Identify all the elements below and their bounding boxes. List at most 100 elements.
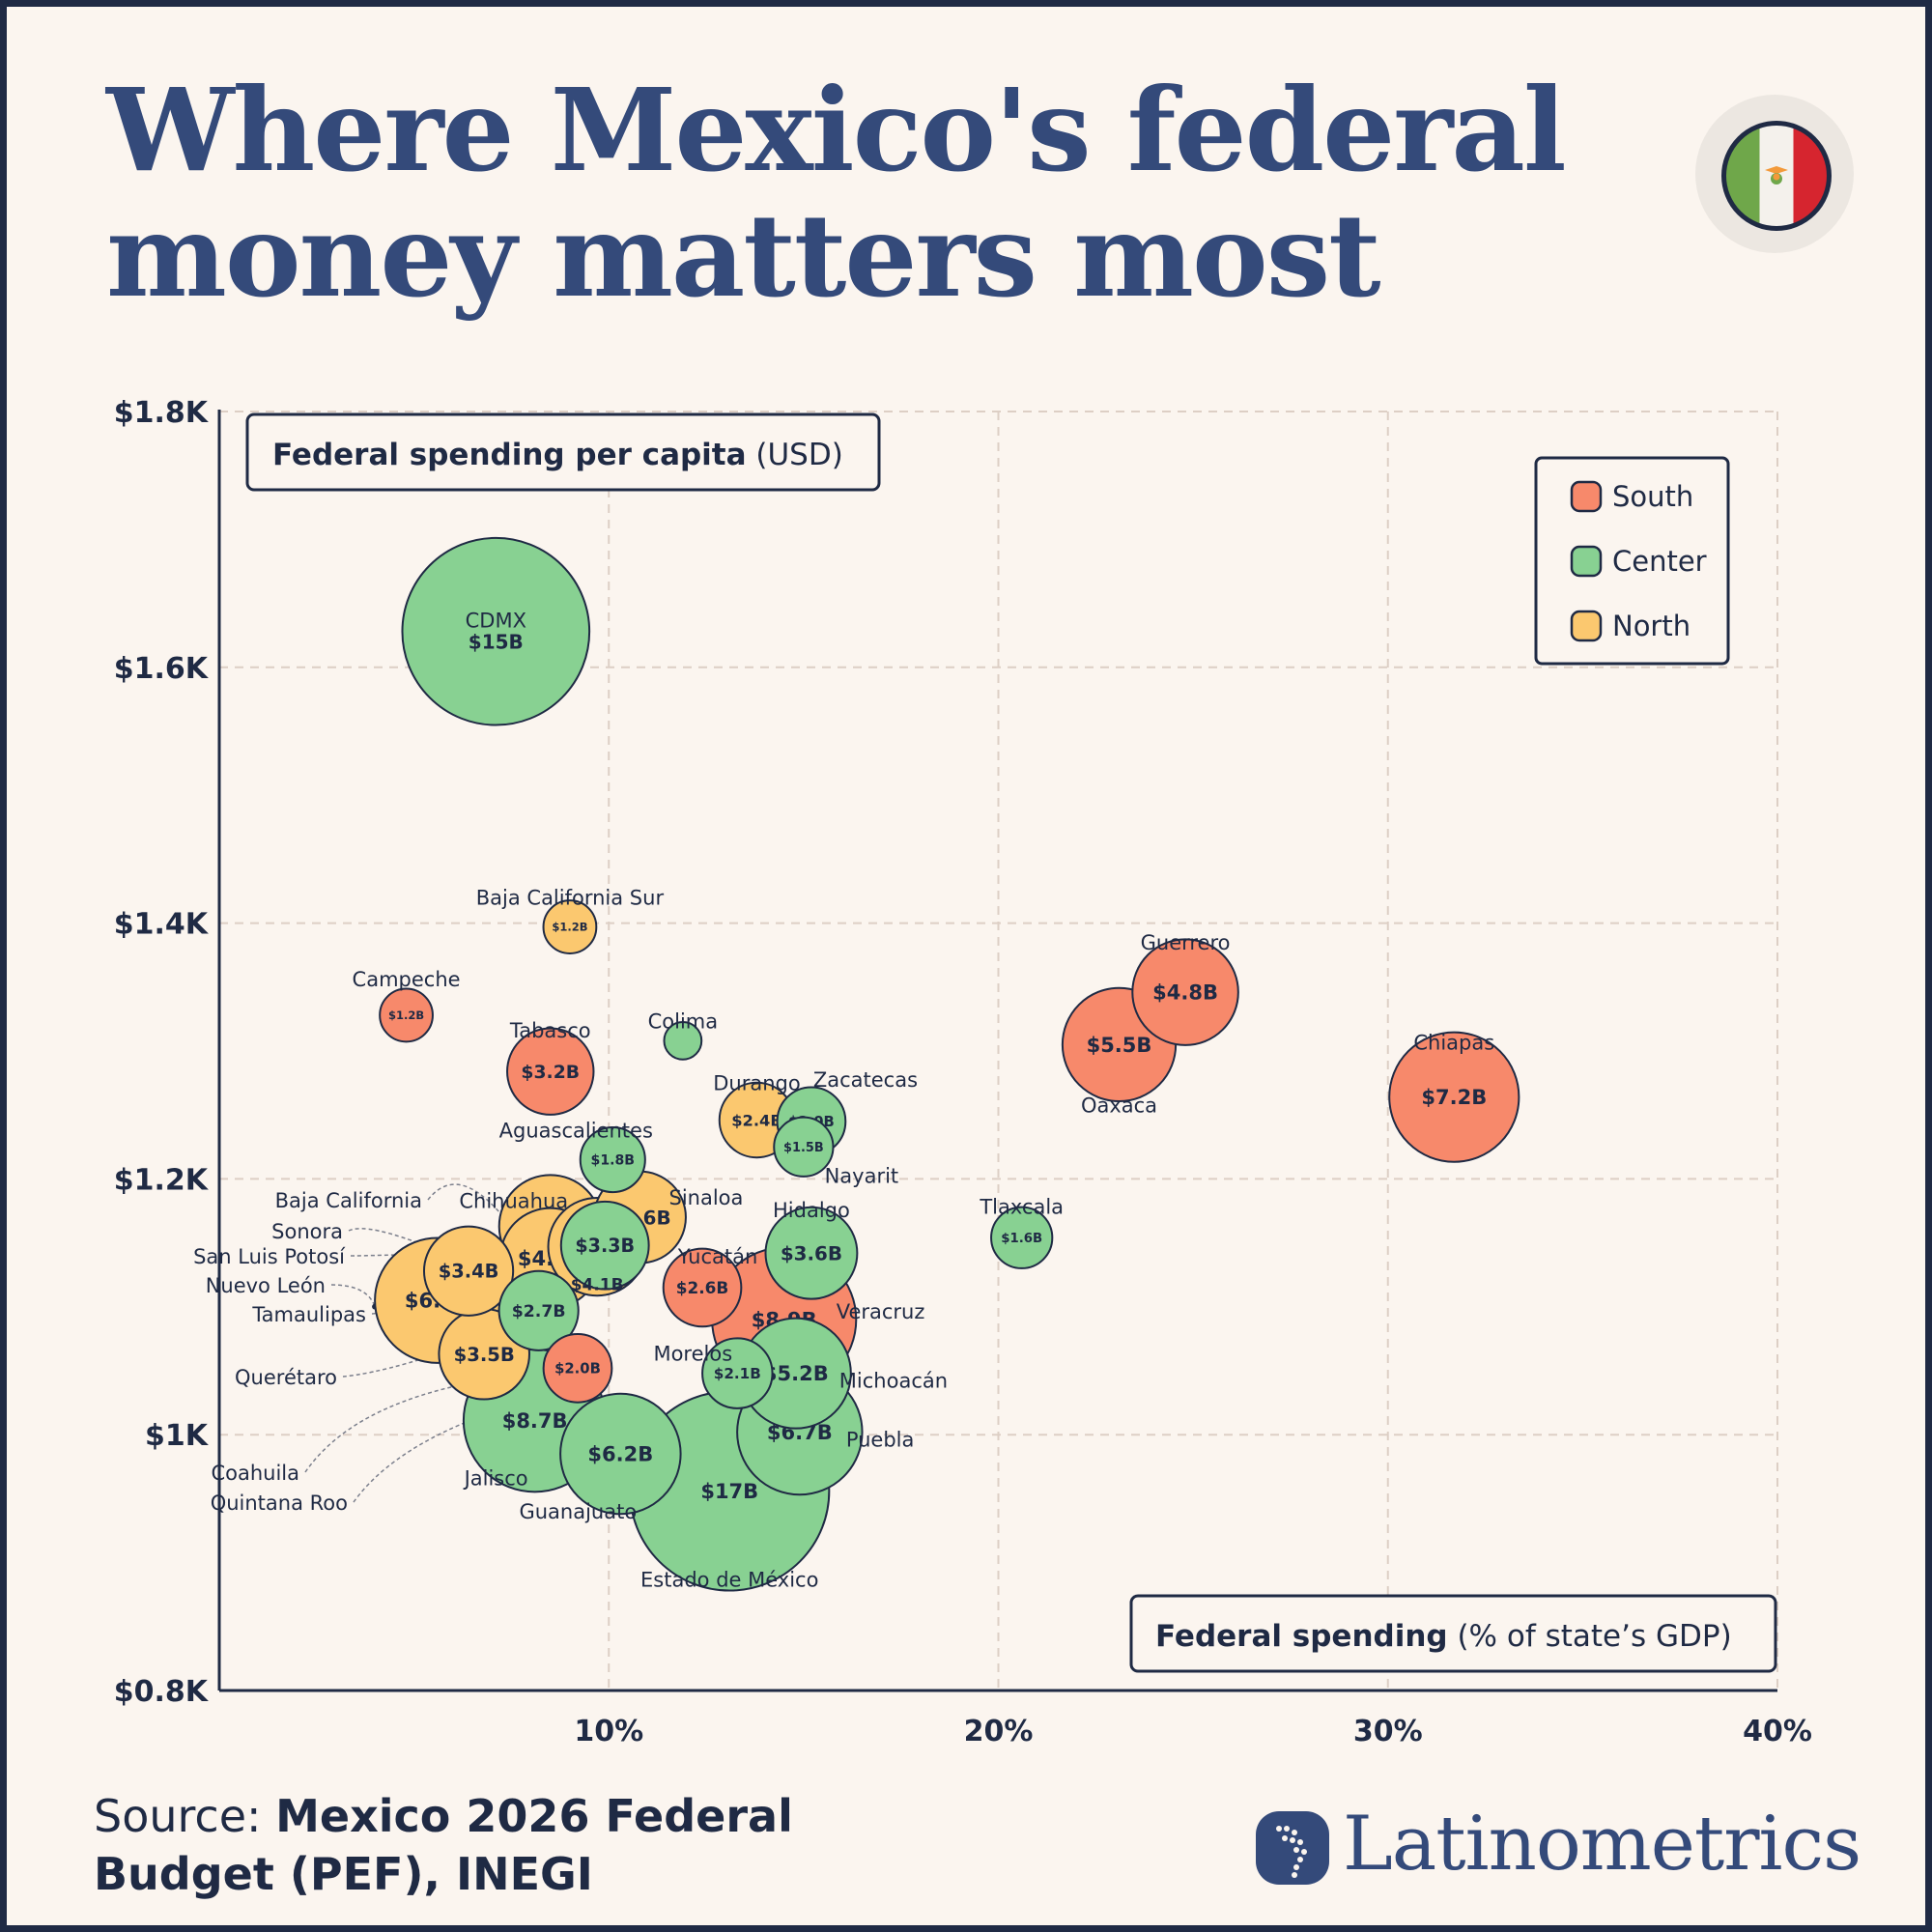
flag-disc (1721, 121, 1832, 231)
bubble-nayarit (773, 1116, 835, 1178)
bubble-san-luis-potosi (559, 1200, 650, 1291)
legend-item-north: North (1570, 610, 1690, 642)
legend-item-south: South (1570, 480, 1693, 513)
x-tick-label: 40% (1743, 1715, 1812, 1748)
y-tick-label: $1.8K (114, 396, 210, 430)
value-label-morelos: $2.1B (714, 1365, 761, 1382)
state-label-durango: Durango (713, 1071, 800, 1094)
value-label-cdmx: $15B (469, 631, 524, 654)
y-tick-label: $1.2K (114, 1163, 210, 1197)
source-line-1: Mexico 2026 Federal (275, 1790, 793, 1842)
leader-line-queretaro (342, 1329, 503, 1378)
state-labels: Estado de México Veracruz Jalisco Chiapas Pu… (193, 887, 1494, 1592)
bubble-baja-california-sur (542, 899, 598, 954)
axes: $0.8K $1K $1.2K $1.4K $1.6K $1.8K 10% 20% 30% 40% (114, 396, 1812, 1748)
value-label-aguascalientes: $1.8B (591, 1153, 636, 1169)
state-label-tamaulipas: Tamaulipas (251, 1303, 366, 1326)
y-tick-label: $1.6K (114, 652, 210, 686)
value-label-jalisco: $8.7B (502, 1409, 568, 1433)
legend-label-center: Center (1612, 545, 1707, 578)
source-note: Source: Mexico 2026 Federal Budget (PEF)… (94, 1787, 793, 1903)
state-label-sonora: Sonora (271, 1220, 343, 1243)
state-label-chihuahua: Chihuahua (459, 1189, 568, 1212)
value-label-san-luis-potosi: $3.3B (575, 1235, 635, 1257)
x-tick-label: 30% (1353, 1715, 1423, 1748)
title-line-1: Where Mexico's federal (106, 63, 1567, 197)
legend: South Center North (1534, 456, 1730, 666)
latinometrics-logo-icon (1256, 1811, 1329, 1885)
bubble-morelos (701, 1337, 774, 1409)
leader-line-sonora (348, 1228, 434, 1250)
bubble-sonora (422, 1225, 515, 1317)
value-label-hidalgo: $3.6B (781, 1242, 842, 1264)
bubbles: $17BCDMX$15B$8.9B$8.7B$7.2B$6.7B$6.7B$6.… (374, 536, 1520, 1592)
mexico-flag-icon (1695, 95, 1854, 253)
value-label-tlaxcala: $1.6B (1001, 1232, 1042, 1246)
value-label-baja-california-sur: $1.2B (552, 921, 587, 934)
legend-swatch-center (1570, 545, 1603, 578)
y-axis-title-bold: Federal spending per capita (272, 438, 747, 472)
leader-line-quintana-roo (353, 1391, 561, 1503)
y-tick-label: $0.8K (114, 1675, 210, 1709)
y-axis-title: Federal spending per capita (USD) (272, 438, 843, 472)
state-label-tlaxcala: Tlaxcala (979, 1195, 1064, 1218)
bubble-aguascalientes (579, 1125, 646, 1194)
value-label-oaxaca: $5.5B (1087, 1034, 1152, 1057)
title-line-2: money matters most (106, 188, 1381, 323)
x-axis-title-unit: (% of state’s GDP) (1448, 1619, 1732, 1654)
state-label-estado-de-mexico: Estado de México (640, 1568, 818, 1591)
x-axis-title-bold: Federal spending (1155, 1619, 1448, 1654)
state-label-puebla: Puebla (846, 1429, 915, 1452)
state-label-san-luis-potosi: San Luis Potosí (193, 1245, 346, 1268)
value-label-guanajuato: $6.2B (587, 1443, 653, 1466)
x-tick-label: 20% (964, 1715, 1034, 1748)
value-label-queretaro: $2.7B (512, 1302, 566, 1321)
bubble-yucatan (662, 1247, 743, 1328)
bubble-queretaro (497, 1269, 580, 1351)
y-tick-label: $1K (145, 1419, 210, 1453)
state-label-tabasco: Tabasco (509, 1019, 591, 1042)
eagle-emblem-icon (1765, 166, 1788, 185)
state-label-chiapas: Chiapas (1413, 1032, 1494, 1055)
x-axis-title: Federal spending (% of state’s GDP) (1155, 1619, 1732, 1654)
value-label-campeche: $1.2B (388, 1009, 424, 1022)
state-label-jalisco: Jalisco (463, 1467, 528, 1491)
value-label-durango: $2.4B (731, 1111, 782, 1129)
state-label-guanajuato: Guanajuato (519, 1500, 637, 1523)
brand-name: Latinometrics (1343, 1801, 1861, 1888)
value-label-chiapas: $7.2B (1421, 1086, 1487, 1109)
bubble-campeche (379, 987, 434, 1043)
page-title: Where Mexico's federal money matters mos… (106, 63, 1567, 323)
y-tick-label: $1.4K (114, 908, 210, 942)
brand-logo: Latinometrics (1256, 1801, 1861, 1903)
state-label-veracruz: Veracruz (837, 1300, 925, 1323)
value-label-tabasco: $3.2B (521, 1063, 580, 1083)
value-label-yucatan: $2.6B (676, 1278, 729, 1297)
state-label-sinaloa: Sinaloa (669, 1186, 744, 1209)
state-label-zacatecas: Zacatecas (813, 1068, 918, 1092)
bubble-guanajuato (559, 1392, 682, 1516)
bubble-quintana-roo (542, 1332, 613, 1404)
state-label-nuevo-leon: Nuevo León (206, 1274, 326, 1297)
leader-line-coahuila (304, 1384, 458, 1473)
value-label-nayarit: $1.5B (783, 1141, 824, 1155)
state-label-oaxaca: Oaxaca (1081, 1094, 1157, 1117)
value-label-coahuila: $3.5B (454, 1344, 515, 1366)
value-label-tamaulipas: $4.1B (571, 1276, 624, 1295)
legend-item-center: Center (1570, 545, 1707, 578)
legend-label-south: South (1612, 480, 1693, 513)
state-label-guerrero: Guerrero (1141, 931, 1231, 954)
source-prefix: Source: (94, 1790, 276, 1842)
source-line-2: Budget (PEF), INEGI (94, 1848, 593, 1900)
bubble-cdmx (401, 536, 591, 726)
legend-swatch-south (1570, 480, 1603, 513)
leader-line-nuevo-leon (330, 1284, 376, 1307)
gridlines (219, 411, 1778, 1690)
bubble-tlaxcala (990, 1206, 1054, 1269)
value-label-michoacan: $5.2B (763, 1362, 829, 1385)
value-label-quintana-roo: $2.0B (554, 1361, 601, 1378)
state-label-michoacan: Michoacán (839, 1370, 948, 1393)
bubble-hidalgo (764, 1206, 859, 1300)
state-label-coahuila: Coahuila (211, 1462, 299, 1485)
